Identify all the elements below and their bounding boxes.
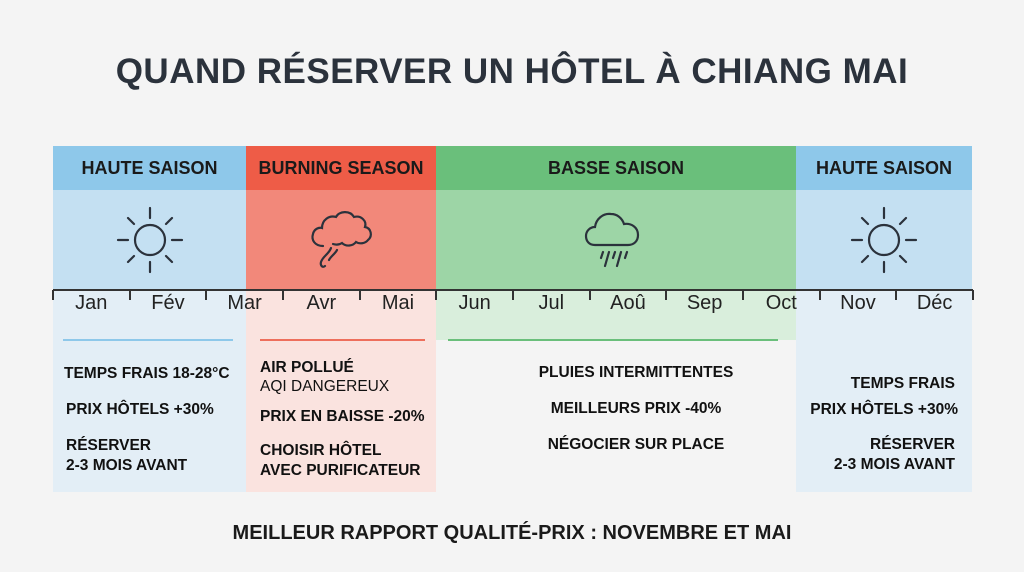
axis-tick (128, 290, 131, 300)
month-label: Sep (686, 292, 723, 314)
note-burning-hotel: CHOISIR HÔTEL (260, 442, 382, 459)
axis-tick (972, 290, 974, 300)
rain-cloud-icon (436, 190, 796, 290)
axis-tick (205, 290, 208, 300)
note-burning-air: AIR POLLUÉ (260, 359, 354, 376)
month-label: Fév (151, 292, 185, 314)
note-high2-book: RÉSERVER (870, 436, 955, 453)
axis-tick (435, 290, 438, 300)
axis-tick (818, 290, 821, 300)
axis-tick (358, 290, 361, 300)
high-season-2-bg (796, 190, 972, 290)
note-burning-price: PRIX EN BAISSE -20% (260, 408, 425, 425)
note-low-price: MEILLEURS PRIX -40% (550, 400, 722, 417)
note-high2-book-2: 2-3 MOIS AVANT (833, 456, 955, 473)
axis-tick (282, 290, 284, 300)
low-season-rule (448, 339, 778, 341)
month-label: Jun (458, 292, 491, 314)
month-label: Nov (840, 292, 876, 314)
month-label: Déc (916, 292, 953, 314)
burning-season-bg (246, 190, 436, 290)
low-season-lower-bg (436, 290, 796, 340)
season-header-burning: BURNING SEASON (246, 146, 436, 190)
axis-tick (588, 290, 591, 300)
high-season-1-bg (53, 190, 246, 290)
burning-season-lower-bg (246, 290, 436, 492)
month-label: Mai (381, 292, 415, 314)
note-high1-weather: TEMPS FRAIS 18-28°C (64, 365, 230, 382)
high-season-1-lower-bg (53, 290, 246, 492)
month-label: Oct (765, 292, 797, 314)
low-season-bg (436, 190, 796, 290)
month-label: Jul (538, 292, 565, 314)
note-high2-weather: TEMPS FRAIS (850, 375, 955, 392)
season-header-high-2: HAUTE SAISON (796, 146, 972, 190)
axis-tick (665, 290, 668, 300)
month-label: Mar (227, 292, 262, 314)
month-label: Jan (75, 292, 108, 314)
note-low-negotiate: NÉGOCIER SUR PLACE (547, 436, 725, 453)
axis-tick (52, 290, 54, 300)
smoke-cloud-icon (246, 190, 436, 290)
axis-tick (895, 290, 898, 300)
page-title: QUAND RÉSERVER UN HÔTEL À CHIANG MAI (115, 52, 909, 91)
season-header-low: BASSE SAISON (436, 146, 796, 190)
burning-season-rule (260, 339, 425, 341)
footer-summary: MEILLEUR RAPPORT QUALITÉ-PRIX : NOVEMBRE… (232, 522, 792, 544)
note-low-rain: PLUIES INTERMITTENTES (538, 364, 734, 381)
note-high1-price: PRIX HÔTELS +30% (66, 401, 214, 418)
high-season-1-rule (63, 339, 233, 341)
note-high1-book-2: 2-3 MOIS AVANT (66, 457, 188, 474)
note-high1-book: RÉSERVER (66, 437, 151, 454)
note-high2-price: PRIX HÔTELS +30% (810, 401, 958, 418)
season-header-high-1: HAUTE SAISON (53, 146, 246, 190)
axis-tick (742, 290, 744, 300)
month-label: Aoû (610, 292, 646, 314)
high-season-2-lower-bg (796, 290, 972, 492)
sun-icon (796, 190, 972, 290)
month-label: Avr (306, 292, 337, 314)
axis-tick (512, 290, 514, 300)
note-burning-hotel-2: AVEC PURIFICATEUR (260, 462, 421, 479)
sun-icon (53, 190, 246, 290)
note-burning-aqi: AQI DANGEREUX (260, 378, 390, 395)
